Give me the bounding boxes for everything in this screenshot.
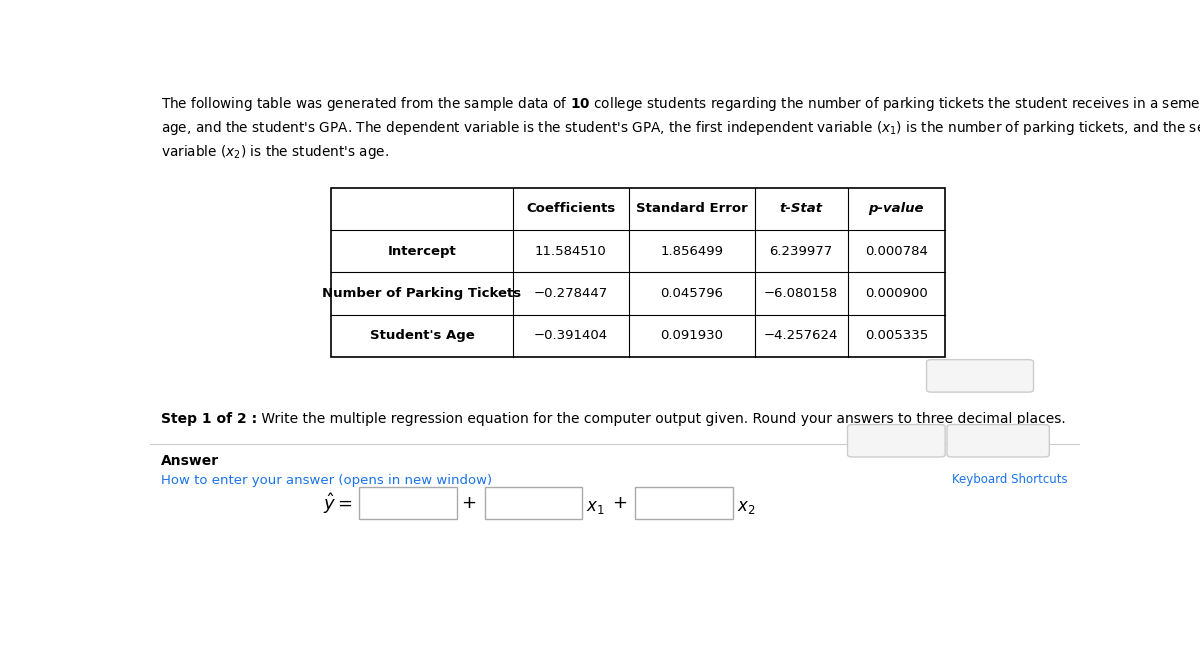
Text: 0.000900: 0.000900 xyxy=(865,287,928,300)
Text: Step 1 of 2 :: Step 1 of 2 : xyxy=(161,412,262,426)
Text: 0.045796: 0.045796 xyxy=(660,287,724,300)
Text: −4.257624: −4.257624 xyxy=(764,329,838,343)
Bar xyxy=(636,487,733,519)
Text: age, and the student's GPA. The dependent variable is the student's GPA, the fir: age, and the student's GPA. The dependen… xyxy=(161,119,1200,137)
Text: $x_1$: $x_1$ xyxy=(586,498,605,516)
Text: $x_2$: $x_2$ xyxy=(737,498,755,516)
Text: Standard Error: Standard Error xyxy=(636,202,748,215)
Text: ⊞  Keypad: ⊞ Keypad xyxy=(966,434,1031,447)
Text: Student's Age: Student's Age xyxy=(370,329,474,343)
Text: Write the multiple regression equation for the computer output given. Round your: Write the multiple regression equation f… xyxy=(257,412,1066,426)
Text: 1.856499: 1.856499 xyxy=(660,245,724,258)
FancyBboxPatch shape xyxy=(947,424,1049,457)
Text: −0.278447: −0.278447 xyxy=(534,287,608,300)
FancyBboxPatch shape xyxy=(847,424,946,457)
FancyBboxPatch shape xyxy=(926,360,1033,392)
Text: ⊞  Tables: ⊞ Tables xyxy=(868,434,925,447)
Text: −0.391404: −0.391404 xyxy=(534,329,608,343)
Text: 11.584510: 11.584510 xyxy=(535,245,607,258)
Text: 6.239977: 6.239977 xyxy=(769,245,833,258)
Text: 0.091930: 0.091930 xyxy=(660,329,724,343)
Text: p-value: p-value xyxy=(869,202,924,215)
Text: +: + xyxy=(462,494,476,512)
Text: Keyboard Shortcuts: Keyboard Shortcuts xyxy=(952,474,1067,487)
Bar xyxy=(359,487,457,519)
Text: t-Stat: t-Stat xyxy=(780,202,822,215)
Text: variable ($x_2$) is the student's age.: variable ($x_2$) is the student's age. xyxy=(161,143,389,161)
Text: How to enter your answer (opens in new window): How to enter your answer (opens in new w… xyxy=(161,474,492,487)
Text: +: + xyxy=(612,494,628,512)
Text: Answer: Answer xyxy=(161,454,220,469)
Text: 0.000784: 0.000784 xyxy=(865,245,928,258)
Text: −6.080158: −6.080158 xyxy=(764,287,838,300)
Bar xyxy=(485,487,582,519)
Text: Intercept: Intercept xyxy=(388,245,456,258)
Text: Number of Parking Tickets: Number of Parking Tickets xyxy=(323,287,522,300)
Text: $\hat{y}=$: $\hat{y}=$ xyxy=(323,491,353,516)
Text: Coefficients: Coefficients xyxy=(527,202,616,215)
Text: 0.005335: 0.005335 xyxy=(865,329,928,343)
Text: The following table was generated from the sample data of $\mathbf{10}$ college : The following table was generated from t… xyxy=(161,95,1200,113)
Text: Copy Data: Copy Data xyxy=(947,369,1013,382)
